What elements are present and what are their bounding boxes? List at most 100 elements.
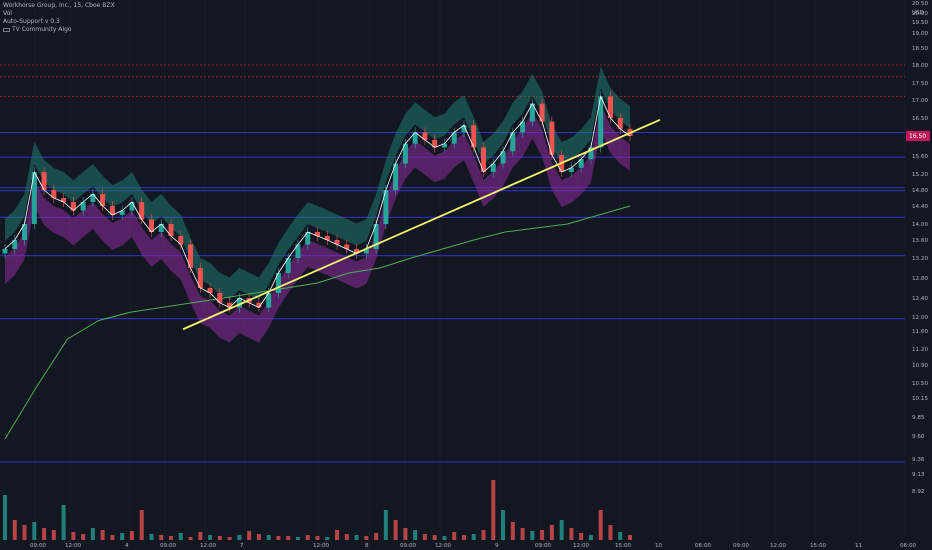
candle-body xyxy=(529,103,535,122)
candle-body xyxy=(490,163,496,172)
volume-bar xyxy=(403,528,408,540)
y-tick-label: 14.40 xyxy=(912,204,928,210)
candle-body xyxy=(539,103,545,122)
volume-bar xyxy=(188,537,193,540)
volume-bar xyxy=(247,531,252,540)
volume-bar xyxy=(618,532,623,540)
candle-body xyxy=(236,298,242,308)
candle-body xyxy=(598,96,604,148)
candle-body xyxy=(227,302,233,308)
x-tick-label: 09:00 xyxy=(535,543,552,549)
candle-body xyxy=(188,244,194,268)
candle-body xyxy=(2,249,8,254)
legend-indicator-2: TV Community Algo xyxy=(3,26,115,34)
y-tick-label: 9.60 xyxy=(912,434,925,440)
candle-body xyxy=(12,240,18,249)
volume-bar xyxy=(22,525,27,540)
volume-bar xyxy=(559,520,564,540)
volume-bar xyxy=(335,530,340,540)
x-tick-label: 06:00 xyxy=(695,543,712,549)
y-tick-label: 13.60 xyxy=(912,238,928,244)
y-tick-label: 9.85 xyxy=(912,415,925,421)
x-tick-label: 09:00 xyxy=(30,543,47,549)
volume-bar xyxy=(3,495,7,540)
y-tick-label: 16.50 xyxy=(912,116,928,122)
volume-bar xyxy=(42,528,47,540)
x-tick-label: 15:00 xyxy=(810,543,827,549)
candle-body xyxy=(129,202,135,211)
volume-bar xyxy=(501,510,506,540)
y-tick-label: 9.13 xyxy=(912,472,925,478)
volume-bar xyxy=(71,532,76,540)
volume-bar xyxy=(413,530,418,540)
volume-bar xyxy=(169,536,174,540)
price-close-line xyxy=(4,95,631,309)
x-tick-label: 7 xyxy=(240,543,244,549)
y-tick-label: 11.20 xyxy=(912,347,928,353)
volume-bar xyxy=(159,535,164,540)
candle-body xyxy=(451,132,457,144)
current-price-badge xyxy=(906,131,930,141)
y-tick-label: 10.50 xyxy=(912,381,928,387)
volume-bar xyxy=(354,535,359,540)
candle-body xyxy=(354,249,360,254)
current-price-label: 16.50 xyxy=(909,133,926,140)
candle-body xyxy=(461,125,467,133)
volume-bar xyxy=(569,528,574,540)
candle-body xyxy=(158,224,164,232)
y-tick-label: 15.20 xyxy=(912,172,928,178)
volume-bar xyxy=(315,536,320,540)
volume-bar xyxy=(481,530,486,540)
candle-body xyxy=(80,202,86,211)
volume-bar xyxy=(217,536,222,540)
candle-body xyxy=(197,268,203,288)
volume-bar xyxy=(471,534,476,540)
y-tick-label: 17.50 xyxy=(912,81,928,87)
volume-bar xyxy=(579,533,584,540)
volume-bar xyxy=(344,534,349,540)
candle-body xyxy=(481,147,487,172)
candle-body xyxy=(100,194,106,206)
support-trendline xyxy=(182,118,661,331)
volume-bar xyxy=(81,534,86,540)
candle-body xyxy=(148,219,154,232)
y-tick-label: 11.60 xyxy=(912,329,928,335)
x-tick-label: 8 xyxy=(365,543,369,549)
volume-bar xyxy=(139,510,144,540)
candle-body xyxy=(178,236,184,245)
y-tick-label: 12.00 xyxy=(912,315,928,321)
volume-bar xyxy=(237,535,242,540)
candle-body xyxy=(324,236,330,240)
candle-body xyxy=(70,202,76,211)
candle-body xyxy=(568,167,574,172)
candle-body xyxy=(22,224,28,240)
candle-body xyxy=(256,302,262,308)
candle-body xyxy=(275,273,281,293)
y-tick-label: 19.00 xyxy=(912,31,928,37)
candle-body xyxy=(51,190,57,198)
y-tick-label: 8.92 xyxy=(912,489,924,495)
volume-bar xyxy=(374,533,379,540)
candle-body xyxy=(607,96,613,118)
slow-moving-average xyxy=(4,205,631,440)
candle-body xyxy=(471,125,477,148)
volume-bar xyxy=(129,531,134,540)
candle-body xyxy=(266,293,272,308)
indicator-settings-icon[interactable] xyxy=(3,27,10,32)
bollinger-cloud-lower xyxy=(5,104,630,343)
candle-body xyxy=(617,118,623,129)
volume-bar xyxy=(452,532,457,540)
candle-body xyxy=(422,132,428,140)
x-tick-label: 12:00 xyxy=(200,543,217,549)
candle-body xyxy=(588,147,594,160)
candle-body xyxy=(383,190,389,224)
candle-body xyxy=(31,172,37,224)
volume-bar xyxy=(588,535,593,540)
volume-bar xyxy=(295,537,300,540)
volume-bar xyxy=(432,535,437,540)
candle-body xyxy=(373,224,379,249)
x-tick-label: 12:00 xyxy=(435,543,452,549)
candle-body xyxy=(578,159,584,168)
x-tick-label: 11 xyxy=(855,543,863,549)
